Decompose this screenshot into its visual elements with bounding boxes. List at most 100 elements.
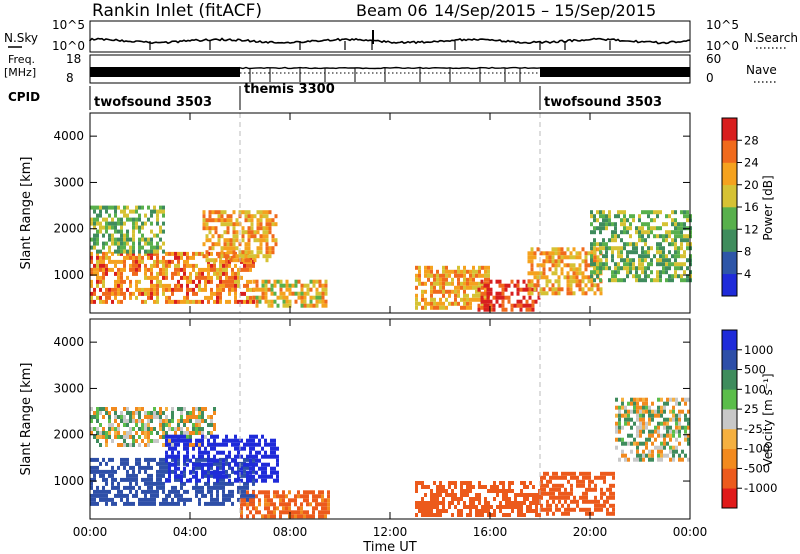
power-cell: [114, 221, 117, 226]
power-cell: [686, 242, 689, 247]
velocity-cell: [445, 493, 448, 497]
power-cell: [114, 237, 117, 242]
power-cell: [244, 246, 248, 251]
cpid-segment-3: twofsound 3503: [544, 95, 662, 110]
velocity-cell: [645, 453, 648, 458]
power-cell: [135, 259, 138, 264]
power-cell: [569, 267, 573, 272]
velocity-cell: [132, 415, 135, 419]
power-cell: [587, 279, 591, 284]
power-cell: [223, 210, 227, 215]
velocity-cell: [540, 479, 543, 484]
power-cell: [644, 266, 647, 271]
velocity-cell: [276, 494, 279, 499]
velocity-cell: [276, 470, 279, 475]
velocity-cell: [108, 431, 111, 435]
velocity-cell: [312, 506, 315, 511]
power-cell: [489, 303, 493, 308]
power-cell: [415, 285, 418, 290]
power-cell: [247, 254, 251, 259]
power-cell: [638, 218, 641, 223]
velocity-cell: [511, 509, 514, 513]
power-cell: [228, 299, 231, 304]
velocity-cell: [183, 469, 186, 474]
power-cell: [483, 303, 487, 308]
velocity-cell: [171, 407, 174, 411]
velocity-cell: [159, 457, 162, 462]
power-cell: [150, 241, 153, 246]
power-cell: [147, 255, 150, 260]
velocity-cell: [457, 501, 460, 505]
velocity-cell: [204, 470, 207, 475]
velocity-cell: [273, 438, 276, 443]
velocity-cell: [684, 453, 687, 458]
power-cell: [566, 291, 570, 296]
velocity-cell: [201, 470, 204, 475]
power-cell: [659, 262, 662, 267]
velocity-cell: [567, 491, 570, 496]
power-cell: [629, 234, 632, 239]
velocity-cell: [484, 497, 487, 501]
velocity-cell: [609, 495, 612, 500]
velocity-cell: [514, 497, 517, 501]
power-cell: [309, 279, 313, 284]
velocity-cell: [246, 493, 249, 498]
velocity-cell: [123, 443, 126, 447]
velocity-cell: [156, 431, 159, 435]
power-cell: [427, 277, 430, 282]
power-cell: [557, 275, 561, 280]
power-cell: [525, 287, 529, 292]
velocity-cell: [421, 501, 424, 505]
velocity-cell: [132, 465, 135, 470]
power-cell: [617, 234, 620, 239]
velocity-cell: [156, 485, 159, 490]
velocity-cell: [294, 514, 297, 519]
velocity-cell: [478, 481, 481, 485]
velocity-cell: [615, 405, 618, 410]
power-cell: [599, 291, 603, 296]
velocity-cell: [469, 489, 472, 493]
power-cell: [638, 226, 641, 231]
velocity-cell: [174, 462, 177, 467]
power-cell: [587, 287, 591, 292]
power-cell: [584, 259, 588, 264]
power-cell: [554, 271, 558, 276]
velocity-cell: [135, 419, 138, 423]
power-cell: [273, 291, 277, 296]
power-cell: [162, 263, 165, 268]
power-cell: [198, 299, 201, 304]
power-cell: [117, 251, 120, 256]
velocity-cell: [93, 465, 96, 470]
power-cell: [162, 291, 165, 296]
velocity-cell: [312, 494, 315, 499]
velocity-cell: [606, 511, 609, 516]
freq-unit-label: [MHz]: [4, 66, 36, 79]
velocity-cell: [582, 479, 585, 484]
power-cell: [578, 251, 582, 256]
power-cell: [513, 303, 517, 308]
power-cell: [198, 287, 201, 292]
velocity-cell: [126, 435, 129, 439]
velocity-cell: [558, 483, 561, 488]
power-cell: [102, 205, 105, 210]
power-cell: [186, 287, 189, 292]
power-cell: [114, 225, 117, 230]
velocity-cell: [636, 457, 639, 462]
velocity-cell: [687, 457, 690, 462]
power-cell: [282, 299, 286, 304]
velocity-cell: [180, 419, 183, 423]
velocity-cell: [138, 415, 141, 419]
velocity-cell: [243, 446, 246, 451]
velocity-cell: [180, 407, 183, 411]
power-cell: [250, 226, 254, 231]
velocity-cell: [210, 465, 213, 470]
velocity-cell: [228, 489, 231, 494]
velocity-cell: [267, 510, 270, 515]
power-cell: [195, 271, 198, 276]
power-cell: [481, 265, 484, 270]
velocity-cell: [90, 481, 93, 486]
velocity-cell: [588, 507, 591, 512]
power-cell: [165, 271, 168, 276]
velocity-cell: [621, 441, 624, 446]
velocity-cell: [144, 427, 147, 431]
